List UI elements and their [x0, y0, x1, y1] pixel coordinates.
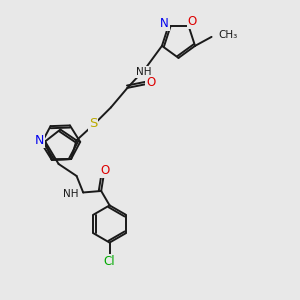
Text: N: N — [160, 17, 169, 30]
Text: N: N — [34, 134, 44, 147]
Text: S: S — [89, 117, 97, 130]
Text: O: O — [100, 164, 110, 177]
Text: Cl: Cl — [104, 255, 116, 268]
Text: CH₃: CH₃ — [218, 30, 237, 40]
Text: O: O — [146, 76, 155, 89]
Text: NH: NH — [63, 189, 79, 199]
Text: NH: NH — [136, 67, 152, 77]
Text: O: O — [188, 14, 197, 28]
